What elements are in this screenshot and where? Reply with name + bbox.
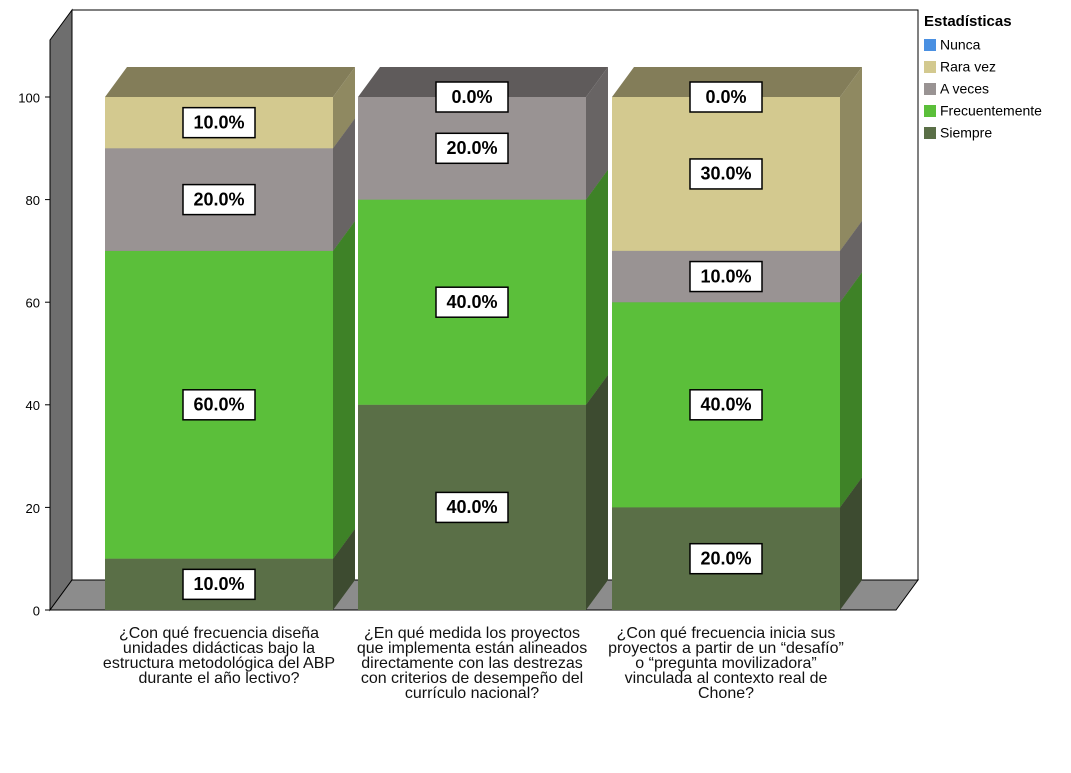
value-label-text: 0.0%: [705, 87, 746, 107]
y-tick-label: 40: [26, 398, 40, 413]
value-label-box: [689, 158, 763, 190]
legend-label: Siempre: [940, 125, 992, 141]
left-wall: [49, 8, 73, 612]
bar-side: [333, 220, 355, 559]
value-label-text: 40.0%: [446, 292, 497, 312]
value-label-text: 30.0%: [700, 164, 751, 184]
bar-side: [586, 67, 608, 200]
value-label-box: [182, 389, 256, 421]
bar-side: [840, 477, 862, 610]
legend-label: Nunca: [940, 37, 981, 53]
value-label: 10.0%: [182, 568, 256, 601]
y-tick-label: 80: [26, 193, 40, 208]
value-label-box: [689, 260, 763, 293]
value-label: 0.0%: [689, 81, 763, 113]
bar-side: [333, 67, 355, 149]
legend-label: Rara vez: [940, 59, 996, 75]
value-label-box: [689, 81, 763, 113]
value-label: 20.0%: [435, 132, 509, 165]
value-label-text: 20.0%: [446, 138, 497, 158]
value-label-box: [689, 542, 763, 575]
legend-label: A veces: [940, 81, 989, 97]
value-label-text: 40.0%: [700, 395, 751, 415]
bar-side: [586, 169, 608, 405]
legend-label: Frecuentemente: [940, 103, 1042, 119]
value-label: 40.0%: [689, 389, 763, 421]
y-tick-label: 0: [33, 603, 40, 618]
x-tick-label: ¿Con qué frecuencia diseña unidades didá…: [102, 625, 336, 687]
legend-swatch: [924, 61, 936, 73]
value-label: 20.0%: [689, 542, 763, 575]
value-label-text: 0.0%: [451, 87, 492, 107]
value-label-text: 10.0%: [193, 574, 244, 594]
legend-swatch: [924, 105, 936, 117]
bar-side: [333, 118, 355, 251]
value-label: 40.0%: [435, 286, 509, 318]
bar-side: [840, 272, 862, 508]
legend-title: Estadísticas: [924, 13, 1012, 30]
y-tick-label: 100: [18, 90, 40, 105]
legend-swatch: [924, 39, 936, 51]
value-label-box: [435, 132, 509, 165]
value-label-box: [689, 389, 763, 421]
value-label-box: [182, 183, 256, 216]
y-tick-label: 20: [26, 501, 40, 516]
legend-swatch: [924, 127, 936, 139]
bar-top: [105, 67, 355, 97]
value-label: 10.0%: [689, 260, 763, 293]
value-label-text: 10.0%: [700, 266, 751, 286]
bar-side: [586, 374, 608, 610]
legend-swatch: [924, 83, 936, 95]
value-label-text: 20.0%: [700, 548, 751, 568]
value-label-box: [435, 491, 509, 524]
value-label-box: [182, 106, 256, 139]
x-tick-label: ¿En qué medida los proyectos que impleme…: [356, 625, 588, 702]
value-label-text: 20.0%: [193, 189, 244, 209]
value-label: 20.0%: [182, 183, 256, 216]
value-label-text: 60.0%: [193, 395, 244, 415]
value-label: 10.0%: [182, 106, 256, 139]
y-tick-label: 60: [26, 296, 40, 311]
value-label-box: [435, 81, 509, 113]
bar-side: [840, 220, 862, 303]
value-label-text: 10.0%: [193, 112, 244, 132]
value-label: 30.0%: [689, 158, 763, 190]
x-tick-label: ¿Con qué frecuencia inicia sus proyectos…: [608, 625, 844, 702]
value-label-text: 40.0%: [446, 497, 497, 517]
bar-side: [333, 528, 355, 610]
value-label: 40.0%: [435, 491, 509, 524]
value-label: 60.0%: [182, 389, 256, 421]
value-label-box: [182, 568, 256, 601]
value-label: 0.0%: [435, 81, 509, 113]
bar-side: [840, 67, 862, 251]
value-label-box: [435, 286, 509, 318]
